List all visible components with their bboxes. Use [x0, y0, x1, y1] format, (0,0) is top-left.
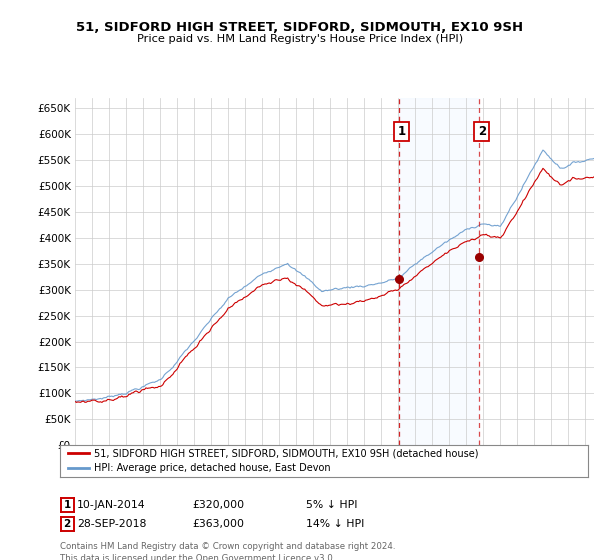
- Text: £363,000: £363,000: [192, 519, 244, 529]
- Bar: [399, 98, 479, 445]
- Text: 5% ↓ HPI: 5% ↓ HPI: [306, 500, 358, 510]
- Text: 51, SIDFORD HIGH STREET, SIDFORD, SIDMOUTH, EX10 9SH (detached house): 51, SIDFORD HIGH STREET, SIDFORD, SIDMOU…: [94, 449, 479, 459]
- Text: 28-SEP-2018: 28-SEP-2018: [77, 519, 146, 529]
- Text: 2: 2: [64, 519, 71, 529]
- Text: HPI: Average price, detached house, East Devon: HPI: Average price, detached house, East…: [94, 463, 331, 473]
- Text: 1: 1: [397, 125, 406, 138]
- Text: £320,000: £320,000: [192, 500, 244, 510]
- Text: 10-JAN-2014: 10-JAN-2014: [77, 500, 145, 510]
- Text: 2: 2: [478, 125, 486, 138]
- Text: 1: 1: [64, 500, 71, 510]
- Text: 51, SIDFORD HIGH STREET, SIDFORD, SIDMOUTH, EX10 9SH: 51, SIDFORD HIGH STREET, SIDFORD, SIDMOU…: [76, 21, 524, 34]
- Text: Price paid vs. HM Land Registry's House Price Index (HPI): Price paid vs. HM Land Registry's House …: [137, 34, 463, 44]
- Text: 14% ↓ HPI: 14% ↓ HPI: [306, 519, 364, 529]
- Text: Contains HM Land Registry data © Crown copyright and database right 2024.
This d: Contains HM Land Registry data © Crown c…: [60, 542, 395, 560]
